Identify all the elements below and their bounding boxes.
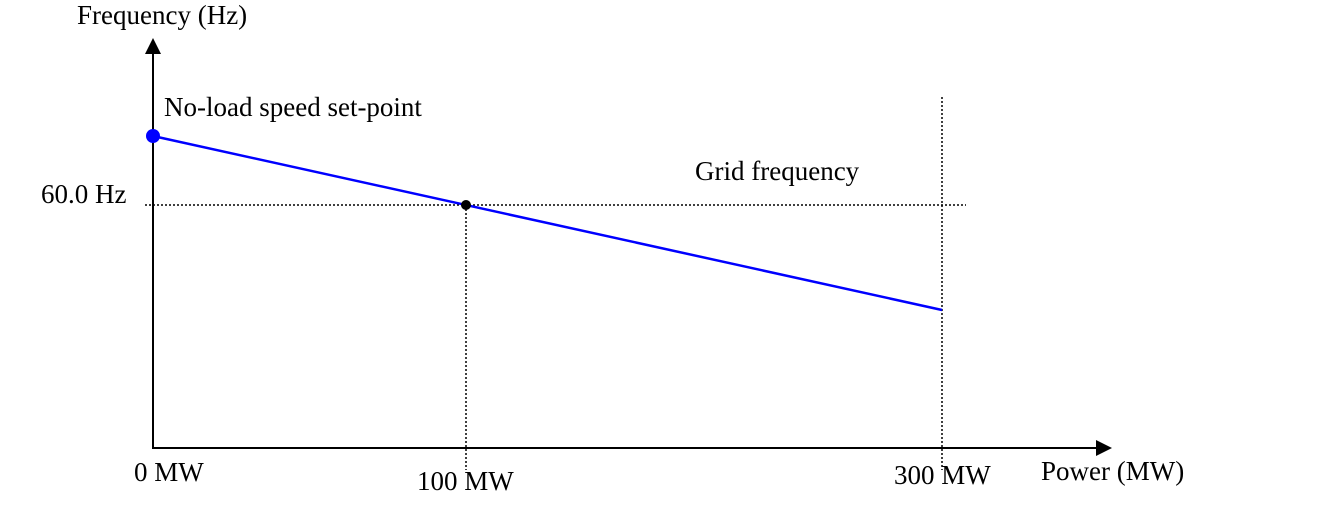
grid-frequency-label: Grid frequency	[695, 156, 860, 186]
x-tick-300mw: 300 MW	[894, 460, 991, 490]
no-load-setpoint-label: No-load speed set-point	[164, 92, 422, 122]
x-tick-0mw: 0 MW	[134, 457, 204, 487]
x-tick-100mw: 100 MW	[417, 466, 514, 496]
y-axis-arrow-icon	[145, 38, 161, 54]
x-axis-title: Power (MW)	[1041, 456, 1184, 486]
droop-characteristic-line	[152, 134, 943, 312]
x-axis-arrow-icon	[1096, 440, 1112, 456]
operating-point-marker	[461, 200, 471, 210]
no-load-setpoint-marker	[146, 129, 160, 143]
y-tick-60hz: 60.0 Hz	[41, 179, 126, 209]
y-axis-title: Frequency (Hz)	[77, 0, 247, 30]
